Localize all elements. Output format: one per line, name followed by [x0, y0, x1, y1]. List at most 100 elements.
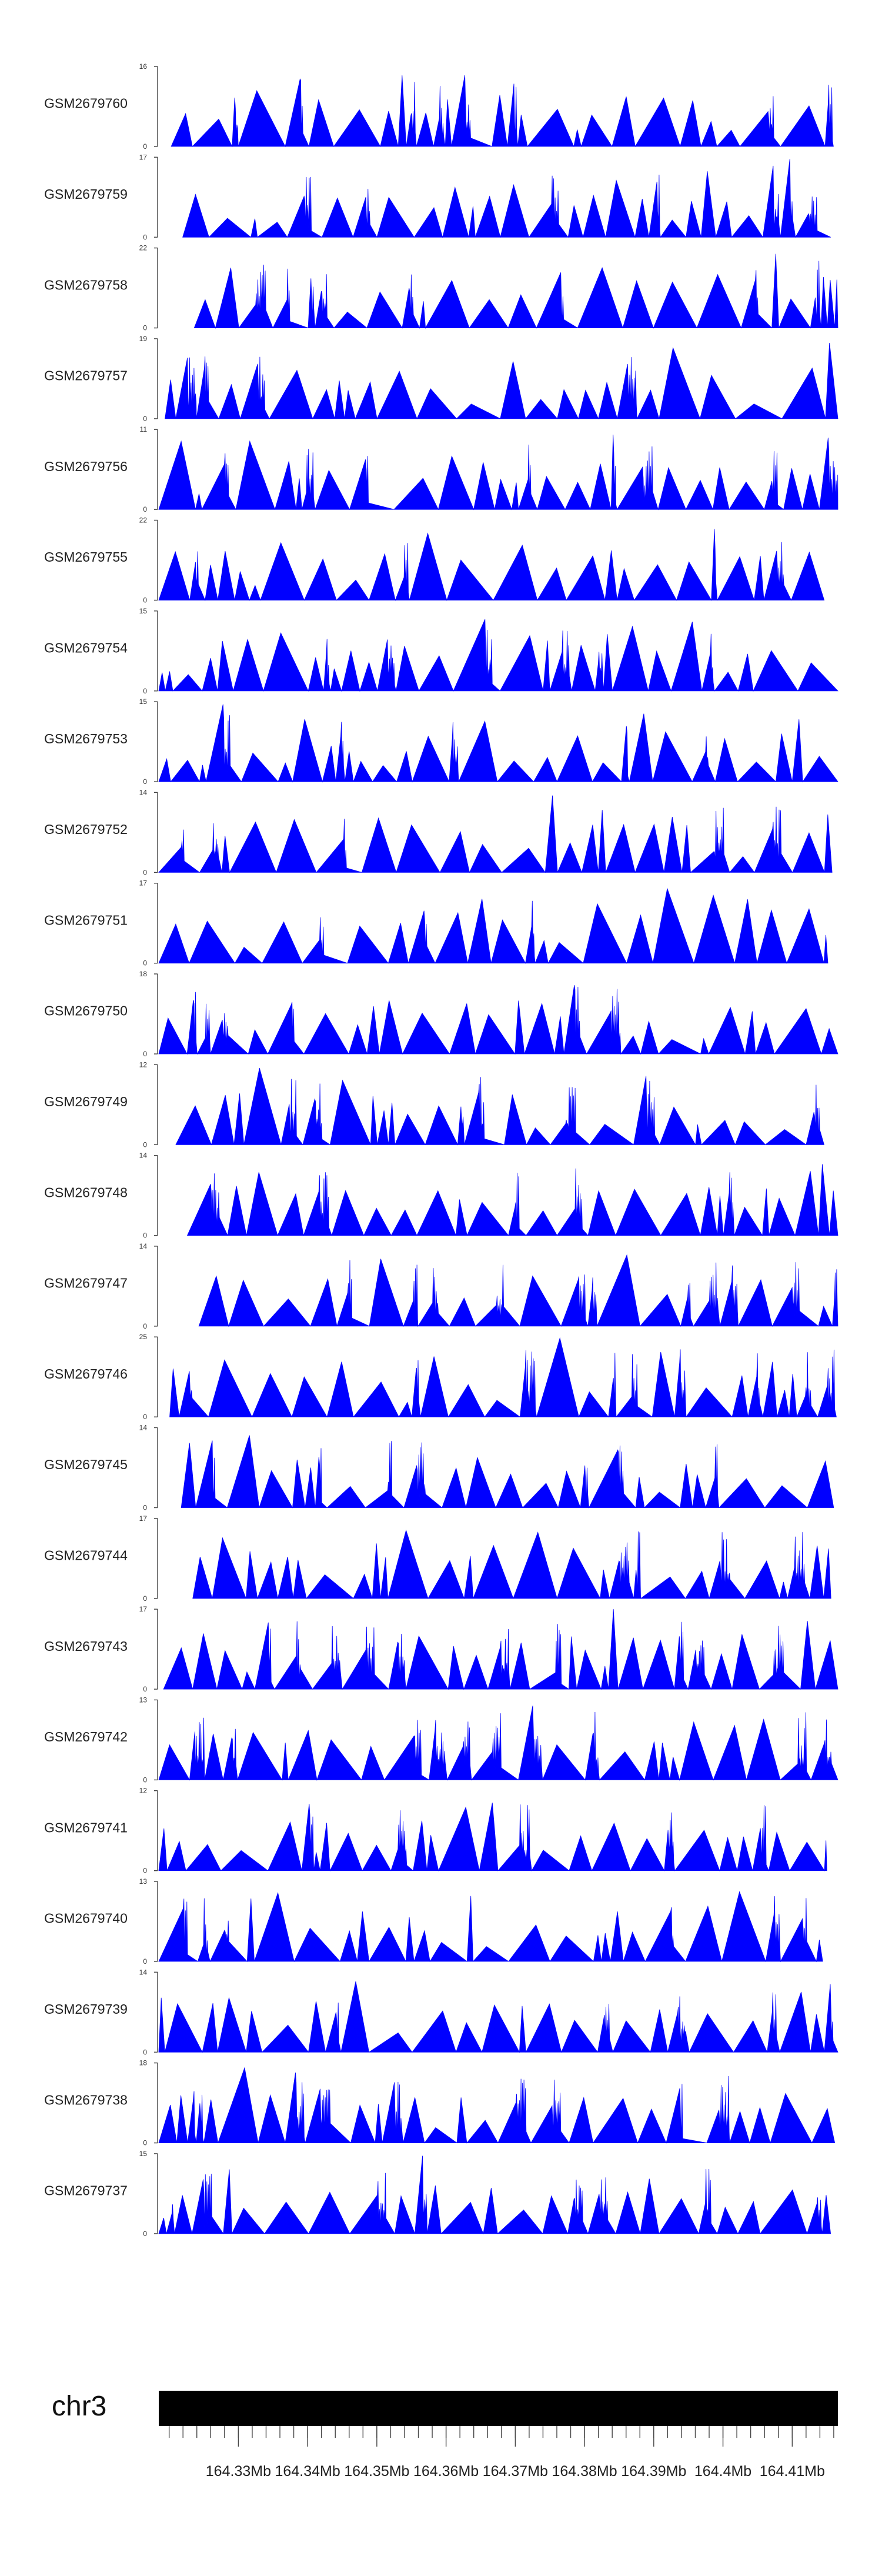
y-min-label: 0 — [143, 596, 147, 605]
coverage-area — [158, 1981, 838, 2053]
chromosome-label: chr3 — [52, 2391, 106, 2422]
y-max-label: 18 — [139, 970, 148, 978]
coverage-area — [175, 1067, 825, 1146]
y-min-label: 0 — [143, 1685, 147, 1693]
coverage-area — [169, 1337, 837, 1418]
y-min-label: 0 — [143, 1232, 147, 1240]
coverage-area — [192, 1529, 831, 1600]
coverage-track: GSM2679744 17 0 — [44, 1514, 831, 1603]
coverage-area — [158, 529, 825, 601]
genome-tick-label: 164.41Mb — [760, 2463, 825, 2480]
coverage-track: GSM2679740 13 0 — [44, 1877, 823, 1966]
y-max-label: 12 — [139, 1060, 148, 1069]
genome-tick-label: 164.33Mb — [206, 2463, 271, 2480]
genome-tick-label: 164.35Mb — [344, 2463, 409, 2480]
track-label: GSM2679750 — [44, 1003, 128, 1019]
coverage-track: GSM2679747 14 0 — [44, 1242, 838, 1330]
coverage-track: GSM2679752 14 0 — [44, 788, 833, 876]
track-label: GSM2679758 — [44, 277, 128, 292]
genome-axis: 164.33Mb 164.34Mb 164.35Mb 164.36Mb 164.37Mb… — [168, 2426, 834, 2480]
y-max-label: 14 — [139, 788, 148, 796]
coverage-track: GSM2679755 22 0 — [44, 516, 825, 605]
track-label: GSM2679746 — [44, 1366, 128, 1382]
coverage-area — [158, 704, 838, 783]
y-max-label: 13 — [139, 1877, 148, 1886]
coverage-area — [171, 75, 834, 148]
genome-tick-label: 164.34Mb — [275, 2463, 340, 2480]
track-label: GSM2679741 — [44, 1820, 128, 1835]
coverage-area — [158, 1803, 827, 1872]
coverage-track: GSM2679754 15 0 — [44, 607, 838, 695]
coverage-track: GSM2679741 12 0 — [44, 1787, 827, 1875]
y-min-label: 0 — [143, 2139, 147, 2147]
chromosome-ideogram: chr3 — [52, 2391, 838, 2426]
track-label: GSM2679738 — [44, 2092, 128, 2107]
coverage-area — [163, 1609, 838, 1690]
y-max-label: 15 — [139, 698, 148, 706]
track-label: GSM2679740 — [44, 1911, 128, 1926]
coverage-area — [186, 1164, 838, 1237]
coverage-area — [193, 253, 838, 329]
y-max-label: 22 — [139, 244, 148, 252]
y-min-label: 0 — [143, 1413, 147, 1421]
y-max-label: 18 — [139, 2059, 148, 2067]
y-min-label: 0 — [143, 1867, 147, 1875]
coverage-track: GSM2679738 18 0 — [44, 2059, 836, 2147]
y-max-label: 12 — [139, 1787, 148, 1795]
y-max-label: 15 — [139, 2150, 148, 2158]
coverage-area — [165, 342, 838, 420]
coverage-track: GSM2679742 13 0 — [44, 1696, 838, 1784]
y-max-label: 22 — [139, 516, 148, 525]
track-label: GSM2679743 — [44, 1639, 128, 1654]
track-label: GSM2679744 — [44, 1548, 128, 1563]
track-label: GSM2679755 — [44, 549, 128, 565]
coverage-area — [158, 887, 828, 965]
coverage-track: GSM2679758 22 0 — [44, 244, 838, 332]
track-label: GSM2679747 — [44, 1276, 128, 1291]
y-min-label: 0 — [143, 959, 147, 967]
y-min-label: 0 — [143, 1594, 147, 1603]
y-max-label: 19 — [139, 335, 148, 343]
coverage-area — [158, 1706, 838, 1781]
y-max-label: 13 — [139, 1696, 148, 1704]
coverage-track: GSM2679745 14 0 — [44, 1424, 834, 1512]
y-min-label: 0 — [143, 324, 147, 332]
coverage-track: GSM2679759 17 0 — [44, 153, 831, 241]
y-min-label: 0 — [143, 1957, 147, 1966]
coverage-track: GSM2679753 15 0 — [44, 698, 838, 786]
track-label: GSM2679748 — [44, 1184, 128, 1200]
coverage-track: GSM2679756 11 0 — [44, 425, 838, 513]
coverage-track: GSM2679751 17 0 — [44, 879, 828, 967]
track-label: GSM2679759 — [44, 186, 128, 202]
track-label: GSM2679753 — [44, 731, 128, 746]
coverage-tracks: GSM2679760160GSM2679759170GSM2679758220G… — [44, 62, 838, 2238]
coverage-track: GSM2679757 19 0 — [44, 335, 838, 423]
y-max-label: 15 — [139, 607, 148, 615]
y-max-label: 11 — [140, 425, 148, 433]
track-label: GSM2679749 — [44, 1094, 128, 1109]
y-max-label: 14 — [139, 1968, 148, 1976]
y-min-label: 0 — [143, 505, 147, 513]
y-max-label: 17 — [139, 1605, 148, 1613]
coverage-area — [158, 985, 838, 1055]
coverage-track: GSM2679749 12 0 — [44, 1060, 825, 1149]
coverage-area — [158, 2155, 831, 2235]
y-min-label: 0 — [143, 687, 147, 695]
y-max-label: 14 — [139, 1242, 148, 1250]
track-label: GSM2679752 — [44, 822, 128, 837]
y-max-label: 17 — [139, 879, 148, 887]
track-label: GSM2679756 — [44, 459, 128, 474]
y-min-label: 0 — [143, 1776, 147, 1784]
y-max-label: 25 — [139, 1333, 148, 1341]
y-min-label: 0 — [143, 415, 147, 423]
coverage-track: GSM2679760 16 0 — [44, 62, 834, 151]
coverage-area — [158, 1891, 823, 1963]
track-label: GSM2679742 — [44, 1729, 128, 1744]
track-label: GSM2679760 — [44, 96, 128, 111]
genome-tick-label: 164.36Mb — [413, 2463, 479, 2480]
track-label: GSM2679751 — [44, 912, 128, 927]
y-min-label: 0 — [143, 868, 147, 876]
coverage-track: GSM2679748 14 0 — [44, 1152, 838, 1240]
y-min-label: 0 — [143, 1504, 147, 1512]
